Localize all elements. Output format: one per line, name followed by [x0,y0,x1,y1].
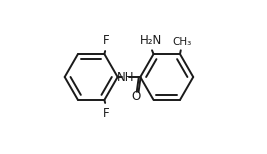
Text: F: F [103,34,109,47]
Text: F: F [103,107,109,120]
Text: H₂N: H₂N [139,34,162,47]
Text: CH₃: CH₃ [172,36,191,47]
Text: NH: NH [116,71,134,83]
Text: O: O [131,90,141,103]
